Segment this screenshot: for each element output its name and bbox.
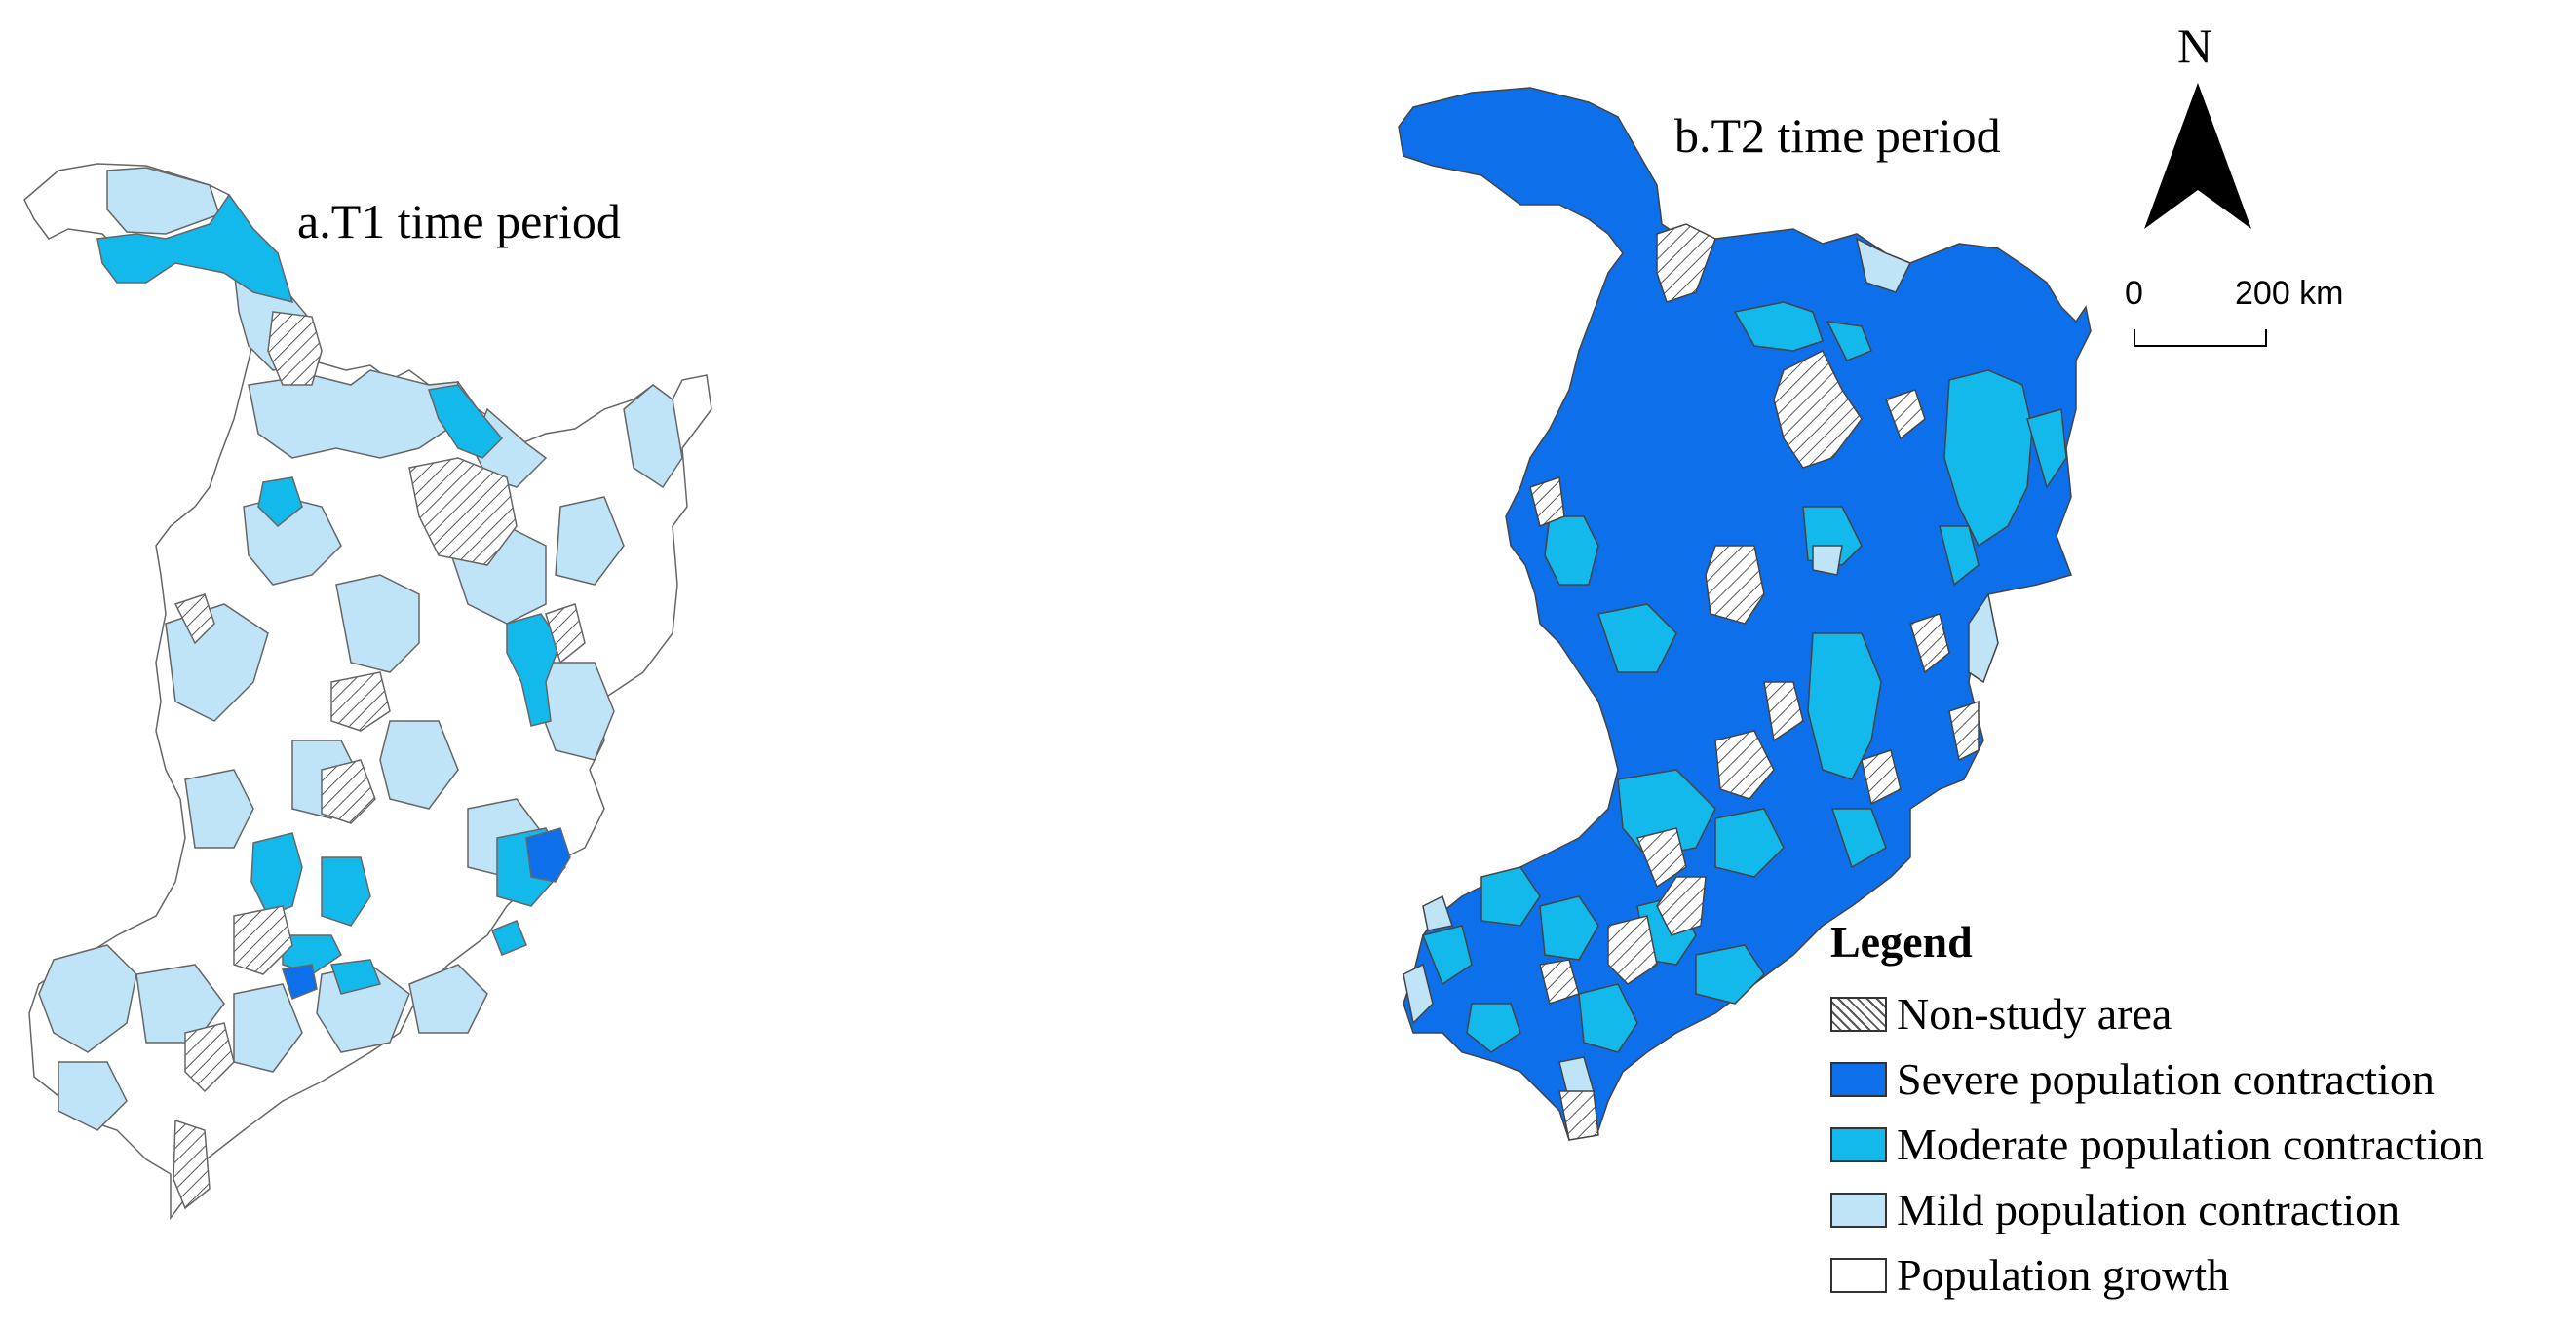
legend: Legend Non-study area Severe population … (1830, 916, 2484, 1308)
scale-start-label: 0 (2125, 275, 2143, 312)
legend-item-growth: Population growth (1830, 1242, 2484, 1308)
map-b-mild-areas (1403, 237, 1999, 1103)
scale-bar (2134, 329, 2267, 347)
scale-end-label: 200 km (2235, 275, 2344, 312)
legend-item-moderate: Moderate population contraction (1830, 1112, 2484, 1177)
map-a-severe-areas (282, 827, 571, 1000)
map-b-title: b.T2 time period (1674, 108, 2001, 163)
hatch-swatch-icon (1830, 996, 1887, 1032)
growth-swatch-icon (1830, 1257, 1887, 1293)
map-a-non-study-areas (173, 311, 586, 1210)
legend-item-severe: Severe population contraction (1830, 1046, 2484, 1112)
legend-label: Severe population contraction (1897, 1054, 2435, 1104)
legend-label: Population growth (1897, 1250, 2230, 1300)
map-b (1398, 87, 2092, 1141)
legend-item-non-study: Non-study area (1830, 981, 2484, 1046)
map-a-title: a.T1 time period (297, 194, 621, 248)
severe-swatch-icon (1830, 1061, 1887, 1097)
map-a-moderate-areas (96, 193, 566, 995)
map-a (23, 163, 712, 1221)
north-label: N (2177, 19, 2213, 73)
legend-item-mild: Mild population contraction (1830, 1177, 2484, 1242)
mild-swatch-icon (1830, 1192, 1887, 1228)
map-b-moderate-areas (1421, 301, 2067, 1053)
legend-label: Mild population contraction (1897, 1185, 2401, 1234)
moderate-swatch-icon (1830, 1126, 1887, 1162)
map-b-non-study-areas (1529, 223, 1980, 1141)
legend-title: Legend (1830, 917, 1973, 967)
legend-label: Non-study area (1897, 989, 2172, 1039)
legend-label: Moderate population contraction (1897, 1120, 2484, 1169)
north-arrow-icon (2144, 83, 2251, 229)
